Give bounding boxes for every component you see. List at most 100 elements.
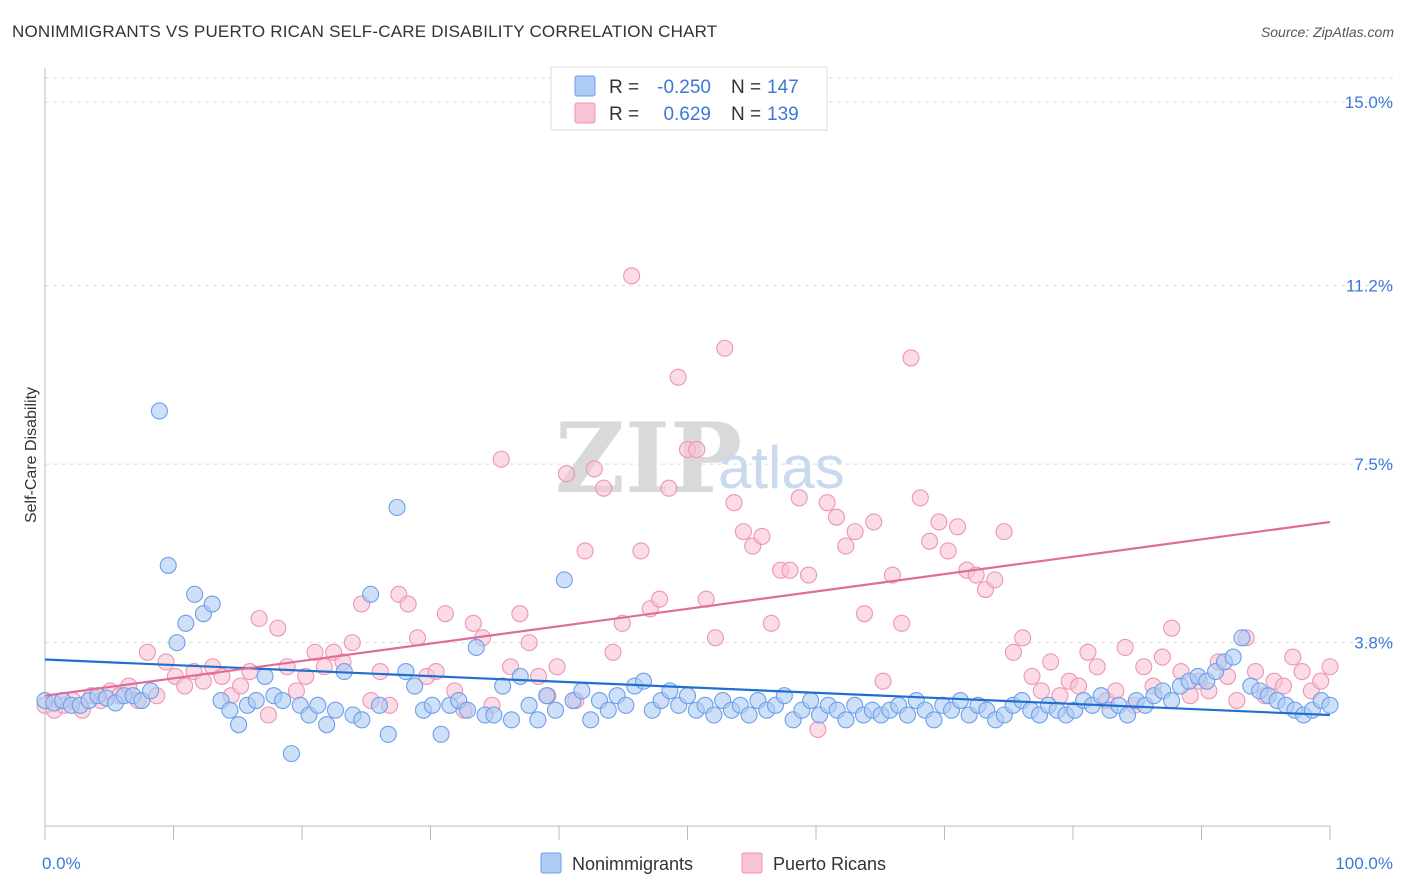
nonimmigrants-point [837,711,855,729]
nonimmigrants-point [617,696,635,714]
nonimmigrants-point [467,638,485,656]
puerto-ricans-point [1274,677,1292,695]
puerto-ricans-point [706,629,724,647]
nonimmigrants-point [678,687,697,705]
nonimmigrants-point [362,585,380,603]
puerto-ricans-point [827,508,846,526]
nonimmigrants-point [397,663,415,681]
puerto-ricans-point [408,629,427,647]
puerto-ricans-point [1163,619,1181,637]
puerto-ricans-point [613,614,631,632]
puerto-ricans-point [259,706,278,724]
puerto-ricans-point [762,614,780,632]
nonimmigrants-point [802,691,820,710]
puerto-ricans-point [250,609,268,628]
x-tick-label-0: 0.0% [42,854,81,873]
puerto-ricans-point [287,682,305,700]
puerto-ricans-point [399,595,417,613]
nonimmigrants-point [221,701,239,719]
puerto-ricans-point [138,643,156,661]
puerto-ricans-point [576,542,594,560]
puerto-ricans-point [688,441,706,459]
legend-r-label-1: R = [609,77,639,98]
nonimmigrants-point [538,687,556,705]
puerto-ricans-point [725,494,743,512]
nonimmigrants-point [485,706,503,724]
puerto-ricans-point [436,605,454,623]
puerto-ricans-point [231,677,250,695]
puerto-ricans-point [585,460,603,478]
nonimmigrants-point [599,701,617,719]
nonimmigrants-point [282,745,300,763]
nonimmigrants-point [423,696,441,714]
trend-lines [44,520,1331,717]
y-axis-label: Self-Care Disability [23,387,40,523]
nonimmigrants-point [379,725,397,743]
puerto-ricans-point [986,571,1004,589]
puerto-ricans-point [948,518,967,536]
puerto-ricans-point [939,542,957,560]
nonimmigrants-point [256,667,274,685]
x-tick-label-1: 100.0% [1335,854,1393,873]
y-tick-labels: 3.8% 7.5% 11.2% 15.0% [1345,93,1393,652]
legend-r-label-2: R = [609,104,639,125]
legend-n-value-2: 139 [767,104,799,125]
puerto-ricans-point [669,368,687,386]
puerto-ricans-point [883,566,901,584]
legend-n-label-2: N = [731,104,761,125]
nonimmigrants-point [150,402,168,420]
puerto-ricans-point [595,479,613,497]
nonimmigrants-point [1119,706,1137,724]
chart-source: Source: ZipAtlas.com [1260,24,1394,40]
nonimmigrants-point [326,701,344,719]
puerto-ricans-point [557,465,575,483]
puerto-ricans-point [343,634,361,652]
puerto-ricans-point [865,513,883,531]
grid-lines [45,77,1394,644]
nonimmigrants-point [370,696,389,714]
nonimmigrants-point [705,706,723,724]
bottom-legend: Nonimmigrants Puerto Ricans [540,852,886,874]
puerto-ricans-point [800,566,818,584]
legend-r-value-1: -0.250 [657,77,711,98]
nonimmigrants-point [898,706,917,724]
legend-swatch-blue [574,75,596,97]
legend-n-value-1: 147 [767,77,799,98]
nonimmigrants-point [1224,648,1242,666]
nonimmigrants-point [1163,691,1181,710]
puerto-ricans-point [660,479,678,497]
puerto-ricans-point [911,489,929,507]
nonimmigrants-point [186,585,204,603]
puerto-ricans-point [734,523,752,541]
puerto-ricans-point [623,267,641,285]
chart-title: NONIMMIGRANTS VS PUERTO RICAN SELF-CARE … [12,22,718,41]
nonimmigrants-point [458,701,477,719]
nonimmigrants-point [925,711,943,729]
puerto-ricans-point [1284,648,1302,666]
puerto-ricans-point [716,339,734,357]
puerto-ricans-point [604,643,622,661]
puerto-ricans-point [632,542,650,560]
nonimmigrants-point [529,711,547,729]
nonimmigrants-point [432,725,450,743]
nonimmigrants-trend-line [44,658,1331,717]
y-tick-label-1: 7.5% [1354,455,1393,474]
puerto-ricans-point [1088,658,1106,676]
puerto-ricans-point [492,450,510,468]
puerto-ricans-point [1293,663,1311,681]
y-tick-label-2: 11.2% [1346,277,1393,296]
stats-legend: R = -0.250 N = 147 R = 0.629 N = 139 [550,66,828,131]
nonimmigrants-point [1092,687,1110,705]
puerto-ricans-point [1228,691,1246,710]
puerto-ricans-point [902,349,920,367]
nonimmigrants-point [502,711,521,729]
puerto-ricans-point [1023,667,1041,685]
puerto-ricans-point [297,667,315,685]
watermark-zip: ZIP [555,402,742,515]
nonimmigrants-point [274,691,292,710]
nonimmigrants-point [318,716,336,734]
puerto-ricans-point [371,663,389,681]
legend-r-value-2: 0.629 [663,104,711,125]
bottom-legend-nonimmigrants: Nonimmigrants [572,854,693,874]
